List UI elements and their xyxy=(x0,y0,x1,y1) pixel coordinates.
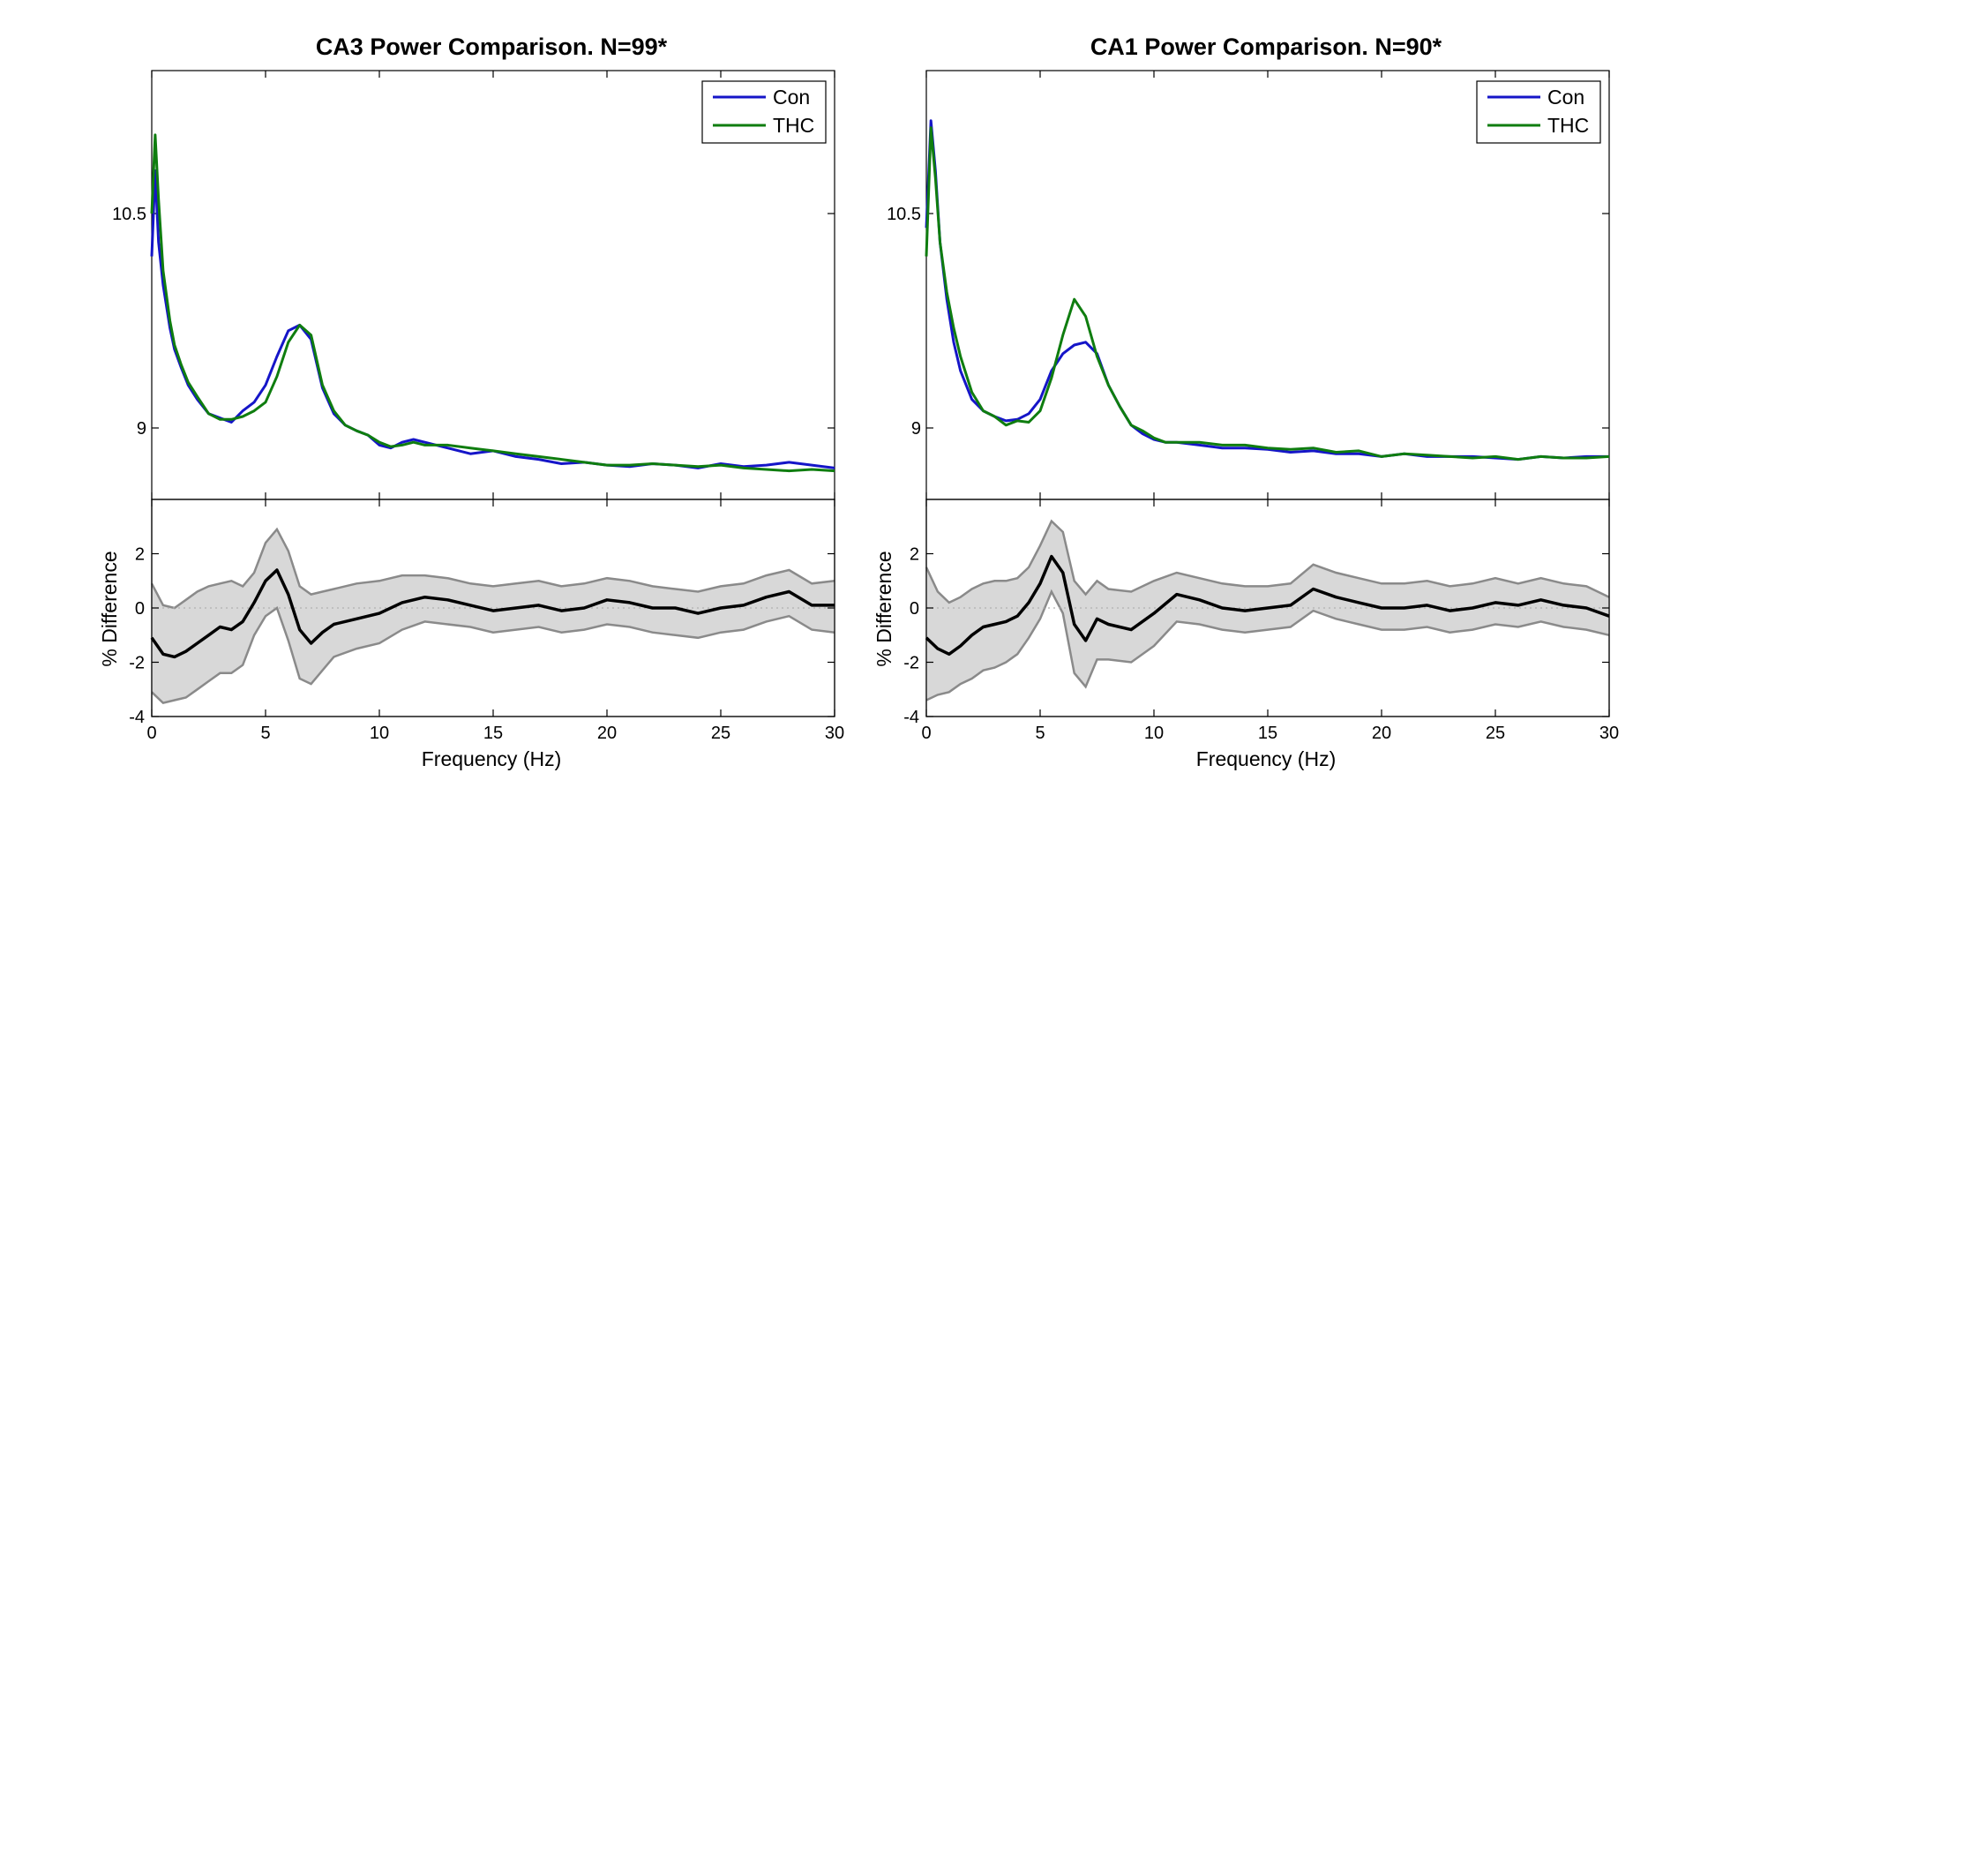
y-tick-label: -2 xyxy=(903,654,919,673)
chart-title: CA1 Power Comparison. N=90* xyxy=(1090,34,1442,60)
x-axis-label: Frequency (Hz) xyxy=(422,747,561,770)
panel-ca1: CA1 Power Comparison. N=90* 9 10.5 -4 -2 0 2… xyxy=(873,34,1619,770)
legend-con-label: Con xyxy=(1547,86,1584,109)
legend: Con THC xyxy=(1476,80,1601,144)
x-tick-label: 20 xyxy=(597,724,617,743)
confidence-band xyxy=(152,529,835,703)
x-tick-label: 30 xyxy=(1599,724,1619,743)
legend: Con THC xyxy=(701,80,827,144)
y-tick-label: -4 xyxy=(129,708,145,727)
x-tick-label: 30 xyxy=(825,724,844,743)
x-tick-label: 5 xyxy=(260,724,270,743)
mean-difference-line xyxy=(925,554,1610,657)
confidence-band xyxy=(926,521,1609,701)
mean-difference-line xyxy=(150,568,835,659)
series-line-thc xyxy=(150,133,835,473)
y-tick-label: 2 xyxy=(135,545,145,565)
x-tick-label: 15 xyxy=(483,724,503,743)
y-tick-label: 0 xyxy=(910,599,919,619)
y-axis-label: % Difference xyxy=(873,551,895,666)
legend-con-label: Con xyxy=(773,86,810,109)
x-tick-label: 5 xyxy=(1035,724,1045,743)
legend-thc-label: THC xyxy=(1547,114,1589,137)
y-tick-label: 2 xyxy=(910,545,919,565)
x-tick-label: 15 xyxy=(1258,724,1277,743)
y-tick-label: -4 xyxy=(903,708,919,727)
x-tick-label: 25 xyxy=(711,724,730,743)
band-lower-edge xyxy=(151,606,835,704)
y-tick-label: 9 xyxy=(911,419,921,439)
y-tick-label: 9 xyxy=(137,419,146,439)
chart-title: CA3 Power Comparison. N=99* xyxy=(316,34,668,60)
y-axis-label: % Difference xyxy=(98,551,121,666)
x-tick-label: 0 xyxy=(921,724,931,743)
y-tick-label: 10.5 xyxy=(112,205,146,224)
band-upper-edge xyxy=(925,519,1610,604)
x-axis-label: Frequency (Hz) xyxy=(1196,747,1336,770)
y-tick-label: 10.5 xyxy=(887,205,921,224)
x-tick-label: 10 xyxy=(1144,724,1164,743)
legend-thc-label: THC xyxy=(773,114,814,137)
x-tick-label: 25 xyxy=(1486,724,1505,743)
y-tick-label: -2 xyxy=(129,654,145,673)
series-line-thc xyxy=(925,126,1610,461)
x-tick-label: 20 xyxy=(1372,724,1391,743)
x-tick-label: 0 xyxy=(146,724,156,743)
band-lower-edge xyxy=(925,589,1610,702)
x-tick-label: 10 xyxy=(370,724,389,743)
band-upper-edge xyxy=(150,527,835,610)
panel-ca3: CA3 Power Comparison. N=99* 9 10.5 -4 -2 0 2… xyxy=(98,34,844,770)
legend-box xyxy=(1476,80,1601,144)
y-tick-label: 0 xyxy=(135,599,145,619)
legend-box xyxy=(701,80,827,144)
